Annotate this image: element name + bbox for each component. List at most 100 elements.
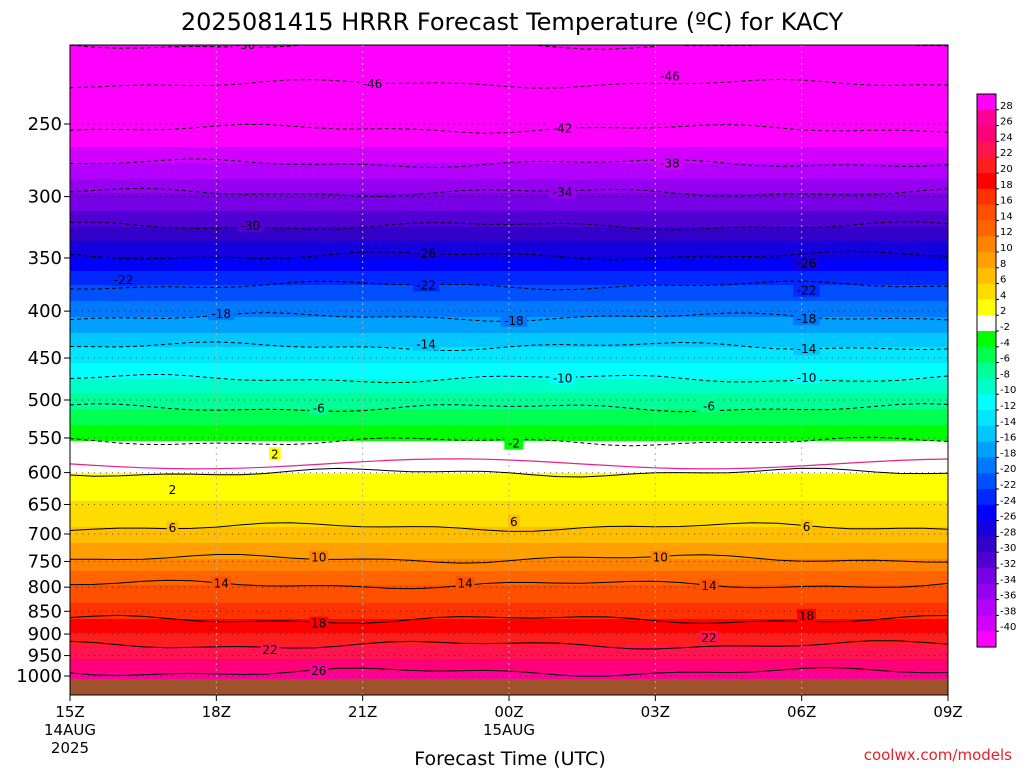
temperature-band — [70, 451, 948, 454]
temperature-band — [70, 413, 948, 416]
colorbar-swatch — [977, 109, 996, 127]
temperature-band — [70, 67, 948, 70]
temperature-band — [70, 511, 948, 514]
temperature-band — [70, 305, 948, 308]
temperature-band — [70, 217, 948, 220]
temperature-band — [70, 169, 948, 172]
temperature-band — [70, 449, 948, 452]
temperature-band — [70, 61, 948, 64]
temperature-band — [70, 545, 948, 548]
temperature-band — [70, 589, 948, 592]
colorbar-label: 2 — [1000, 306, 1006, 317]
contour-label: 22 — [701, 631, 716, 645]
temperature-band — [70, 175, 948, 178]
temperature-band — [70, 553, 948, 556]
temperature-band — [70, 569, 948, 572]
temperature-band — [70, 97, 948, 100]
contour-label: -42 — [553, 122, 573, 136]
temperature-band — [70, 337, 948, 340]
temperature-band — [70, 131, 948, 134]
temperature-band — [70, 619, 948, 622]
colorbar-label: 18 — [1000, 180, 1013, 191]
contour-label: -50 — [660, 34, 680, 48]
contour-label-bg — [699, 399, 719, 413]
temperature-band — [70, 95, 948, 98]
contour-label: -10 — [553, 372, 573, 386]
contour-label-bg — [508, 514, 520, 528]
temperature-band — [70, 293, 948, 296]
y-tick-label: 800 — [28, 577, 62, 598]
temperature-band — [70, 605, 948, 608]
temperature-band — [70, 463, 948, 466]
temperature-band — [70, 91, 948, 94]
contour-label: -18 — [797, 312, 817, 326]
colorbar-swatch — [977, 473, 996, 490]
colorbar-label: -12 — [1000, 401, 1016, 412]
contour-label: 14 — [457, 577, 472, 591]
temperature-band — [70, 167, 948, 170]
temperature-band — [70, 79, 948, 82]
colorbar: 28 26 24 22 20 18 16 14 12 10 8 6 4 2 -2 -4 -6 -8 -10 -12 -1… — [976, 93, 1016, 648]
colorbar-swatch — [977, 457, 996, 474]
temperature-band — [70, 245, 948, 248]
contour-label-bg — [504, 436, 524, 450]
y-tick-label: 300 — [28, 187, 62, 208]
y-tick-label: 350 — [28, 248, 62, 269]
temperature-band — [70, 587, 948, 590]
temperature-band — [70, 643, 948, 646]
temperature-band — [70, 487, 948, 490]
colorbar-label: 28 — [1000, 101, 1013, 112]
temperature-band — [70, 461, 948, 464]
colorbar-swatch — [977, 157, 996, 174]
temperature-band — [70, 637, 948, 640]
contour-label-bg — [549, 371, 576, 385]
temperature-band — [70, 335, 948, 338]
temperature-band — [70, 551, 948, 554]
temperature-band — [70, 385, 948, 388]
contour-label-bg — [166, 483, 179, 497]
colorbar-label: -4 — [1000, 338, 1010, 349]
y-tick-label: 700 — [28, 524, 62, 545]
temperature-band — [70, 677, 948, 680]
temperature-band — [70, 383, 948, 386]
temperature-band — [70, 265, 948, 268]
plot-area: -50 -50-46-46-42-38-34-30-26-26-22 -22 -22-… — [70, 34, 948, 695]
contour-label-bg — [412, 278, 440, 292]
temperature-band — [70, 497, 948, 500]
colorbar-swatch — [977, 204, 996, 221]
contour-label: 26 — [311, 664, 326, 678]
temperature-band — [70, 253, 948, 256]
temperature-band — [70, 661, 948, 664]
temperature-band — [70, 355, 948, 358]
temperature-band — [70, 71, 948, 74]
temperature-band — [70, 307, 948, 310]
colorbar-swatch — [977, 489, 996, 506]
colorbar-swatch — [977, 583, 996, 601]
contour-label: -14 — [797, 342, 817, 356]
temperature-band — [70, 221, 948, 224]
y-tick-label: 400 — [28, 301, 62, 322]
x-tick-label: 14AUG — [44, 721, 96, 739]
temperature-band — [70, 347, 948, 350]
temperature-band — [70, 539, 948, 542]
colorbar-swatch — [977, 362, 996, 379]
contour-label-bg — [412, 337, 440, 351]
x-tick-label: 03Z — [641, 703, 670, 721]
temperature-band — [70, 509, 948, 512]
temperature-band — [70, 341, 948, 344]
contour-label: -22 — [416, 278, 436, 292]
x-axis-label: Forecast Time (UTC) — [414, 748, 605, 768]
colorbar-swatch — [977, 220, 996, 237]
temperature-band — [70, 467, 948, 470]
temperature-band — [70, 55, 948, 58]
contour-label: 6 — [803, 520, 811, 534]
temperature-band — [70, 427, 948, 430]
contour-label-bg — [500, 313, 528, 327]
temperature-band — [70, 311, 948, 314]
colorbar-swatch — [977, 315, 996, 332]
colorbar-swatch — [977, 504, 996, 522]
contour-label-bg — [549, 121, 576, 135]
contour-label-bg — [793, 342, 820, 356]
temperature-band — [70, 143, 948, 146]
